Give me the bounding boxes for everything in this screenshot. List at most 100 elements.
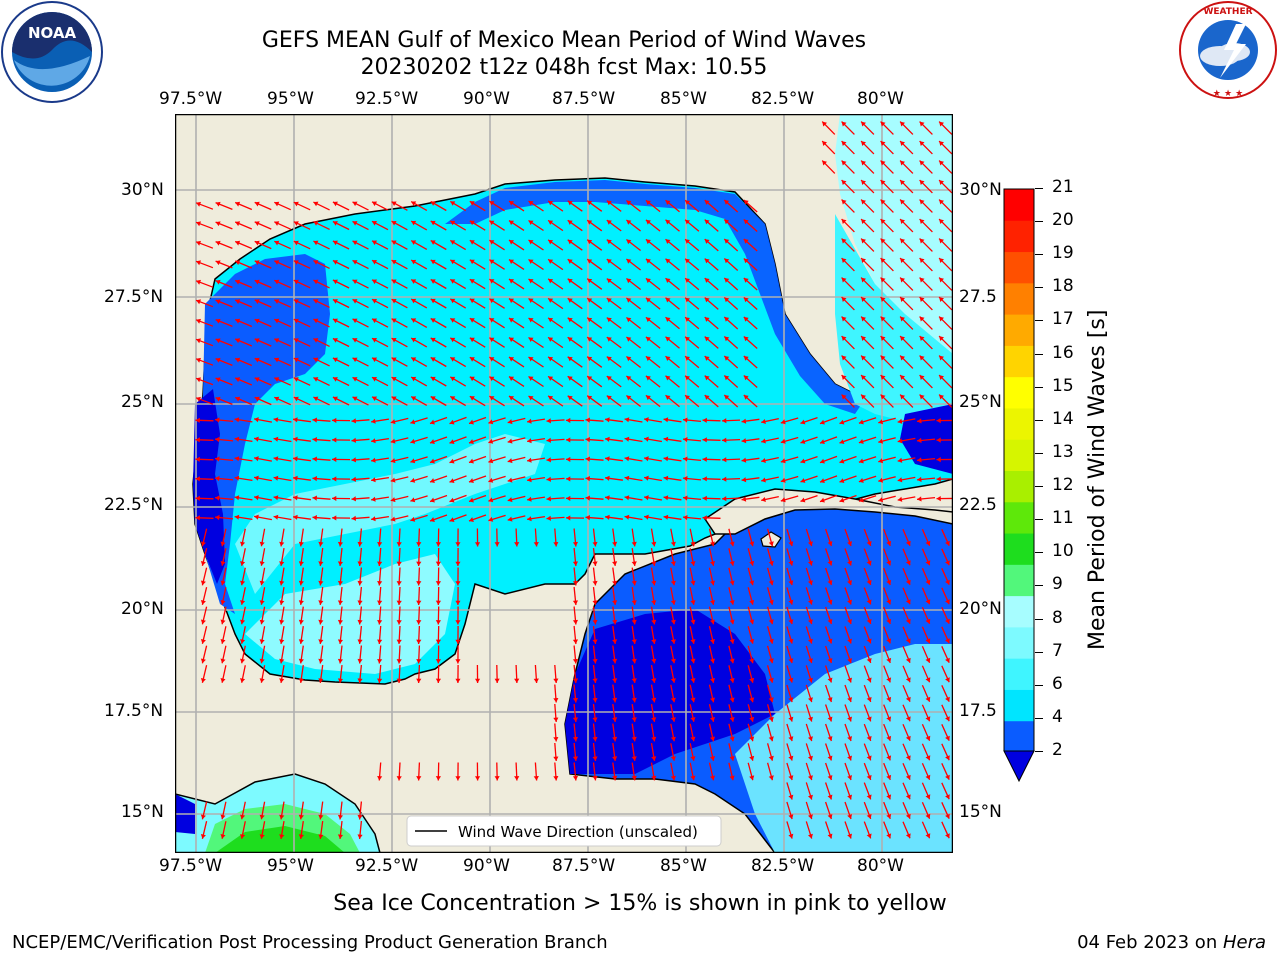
wave-arrow-head xyxy=(925,813,931,819)
wave-arrow-head xyxy=(489,357,495,362)
wave-arrow-head xyxy=(469,279,475,284)
map-panel: Wind Wave Direction (unscaled) xyxy=(174,113,954,854)
wave-arrow-head xyxy=(293,260,299,265)
wave-arrow-head xyxy=(651,580,657,586)
wave-arrow-head xyxy=(352,221,358,226)
wave-arrow-head xyxy=(685,239,690,244)
wave-arrow-head xyxy=(665,336,671,342)
wave-arrow-head xyxy=(631,775,637,781)
wave-arrow-head xyxy=(626,337,632,342)
wave-arrow-head xyxy=(788,619,794,625)
wave-arrow-head xyxy=(880,160,886,166)
wave-arrow-head xyxy=(847,716,852,722)
wave-arrow-head xyxy=(822,121,827,127)
wave-arrow-head xyxy=(200,834,206,839)
wave-arrow-head xyxy=(313,221,319,226)
wave-arrow-head xyxy=(430,318,436,323)
wave-arrow-head xyxy=(808,697,813,703)
wave-arrow-head xyxy=(800,458,806,464)
wave-arrow-head xyxy=(585,495,590,501)
wave-arrow-head xyxy=(925,599,931,605)
wave-arrow-head xyxy=(450,396,456,401)
wave-arrow-head xyxy=(702,515,707,521)
wave-arrow-head xyxy=(235,260,241,266)
wave-arrow-head xyxy=(905,579,911,585)
wave-arrow-head xyxy=(351,457,356,463)
wave-arrow-head xyxy=(827,658,833,663)
wave-arrow-head xyxy=(788,736,794,742)
wave-arrow-head xyxy=(847,599,852,605)
wave-arrow-head xyxy=(710,619,715,625)
wave-arrow-head xyxy=(724,239,730,244)
wave-arrow-head xyxy=(724,297,730,303)
wave-arrow-head xyxy=(220,834,226,839)
wave-arrow-head xyxy=(567,356,573,362)
wave-arrow-head xyxy=(592,619,598,625)
wave-arrow-head xyxy=(768,775,774,781)
wave-arrow-head xyxy=(743,278,749,283)
wave-arrow-head xyxy=(644,495,649,501)
wave-arrow-head xyxy=(332,396,338,402)
colorbar-tick: 8 xyxy=(1052,607,1063,628)
wave-arrow-head xyxy=(768,736,774,742)
wave-arrow-head xyxy=(690,717,696,722)
wave-arrow-head xyxy=(391,279,397,284)
wave-arrow-head xyxy=(357,619,363,625)
wave-arrow-head xyxy=(945,677,950,683)
wave-arrow-head xyxy=(259,834,265,839)
wave-arrow-head xyxy=(215,240,221,246)
wave-arrow-head xyxy=(195,417,200,423)
wave-arrow-head xyxy=(939,160,944,166)
wave-arrow-head xyxy=(651,561,657,566)
wave-arrow-head xyxy=(683,437,688,443)
colorbar-tick-mark xyxy=(1035,585,1043,587)
wave-arrow-head xyxy=(390,497,396,503)
wave-arrow-head xyxy=(411,220,417,226)
wave-arrow-head xyxy=(900,121,905,127)
wave-arrow-head xyxy=(313,279,319,285)
wave-arrow-head xyxy=(631,619,637,625)
wave-arrow-head xyxy=(279,561,285,566)
colorbar-swatch xyxy=(1004,314,1034,346)
wave-arrow-head xyxy=(841,297,847,302)
wave-arrow-head xyxy=(273,514,279,520)
wave-arrow-head xyxy=(410,458,416,464)
wave-arrow-head xyxy=(743,297,749,303)
wave-arrow-head xyxy=(724,356,730,361)
wave-arrow-head xyxy=(489,318,495,323)
wave-arrow-head xyxy=(196,357,201,363)
wave-arrow-head xyxy=(900,355,905,361)
wave-arrow-head xyxy=(780,477,786,483)
wave-arrow-head xyxy=(847,677,852,683)
wave-arrow-head xyxy=(788,794,794,800)
wave-arrow-head xyxy=(866,833,872,839)
wave-arrow-head xyxy=(274,377,280,382)
wave-arrow-head xyxy=(274,338,280,343)
colorbar-tick: 10 xyxy=(1052,541,1074,562)
wave-arrow-head xyxy=(298,658,304,664)
lon-tick: 95°W xyxy=(267,856,314,876)
wave-arrow-head xyxy=(808,736,813,742)
wave-arrow-head xyxy=(553,737,559,742)
wave-arrow-head xyxy=(878,458,884,464)
wave-arrow-head xyxy=(357,561,363,566)
wave-arrow-head xyxy=(215,475,220,482)
wave-arrow-head xyxy=(215,338,221,344)
wave-arrow-head xyxy=(396,600,402,605)
wave-arrow-head xyxy=(416,639,422,644)
wave-arrow-head xyxy=(592,678,598,683)
wave-arrow-head xyxy=(704,278,710,283)
wave-arrow-head xyxy=(196,299,201,305)
wave-arrow-head xyxy=(274,318,280,324)
wave-arrow-head xyxy=(820,439,825,444)
wave-arrow-head xyxy=(945,599,950,605)
wave-arrow-head xyxy=(553,717,559,722)
wave-arrow-head xyxy=(313,299,319,304)
wave-arrow-head xyxy=(827,580,833,585)
wave-arrow-head xyxy=(279,639,285,644)
wave-arrow-head xyxy=(841,141,847,146)
wave-arrow-head xyxy=(685,336,690,342)
wave-arrow-head xyxy=(925,638,931,644)
wave-arrow-head xyxy=(254,495,259,501)
wave-arrow-head xyxy=(469,201,475,206)
